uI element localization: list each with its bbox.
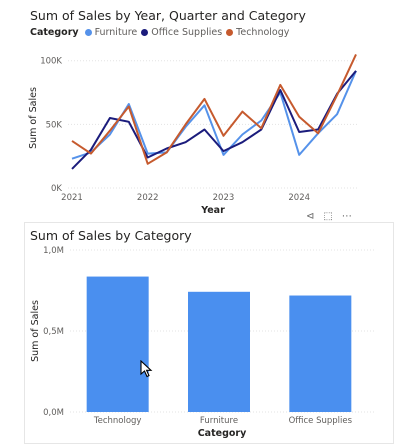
bar-technology bbox=[86, 276, 149, 412]
bar-office-supplies bbox=[289, 295, 352, 412]
x-tick-label: 2024 bbox=[288, 193, 310, 203]
x-tick-label: Furniture bbox=[200, 416, 238, 426]
focus-mode-icon[interactable]: ⬚ bbox=[323, 211, 333, 222]
y-tick-label: 0,5M bbox=[43, 327, 64, 337]
visual-header-toolbar: ⊲ ⬚ ⋯ bbox=[306, 212, 352, 222]
legend-label-technology: Technology bbox=[236, 27, 290, 38]
x-axis-label: Year bbox=[200, 205, 225, 216]
legend-item-furniture[interactable]: Furniture bbox=[84, 27, 138, 38]
legend-dot-office-supplies bbox=[141, 29, 149, 36]
line-chart-title: Sum of Sales by Year, Quarter and Catego… bbox=[30, 8, 306, 23]
x-tick-label: 2023 bbox=[213, 193, 235, 203]
legend-item-office-supplies[interactable]: Office Supplies bbox=[141, 27, 222, 38]
line-chart-legend: Category Furniture Office Supplies Techn… bbox=[30, 27, 293, 38]
y-tick-label: 0,0M bbox=[43, 408, 64, 418]
y-axis-label: Sum of Sales bbox=[28, 87, 39, 149]
line-chart-visual[interactable]: Sum of Sales by Year, Quarter and Catego… bbox=[0, 0, 400, 218]
y-tick-label: 0K bbox=[51, 184, 62, 194]
x-tick-label: 2022 bbox=[137, 193, 159, 203]
x-axis-label: Category bbox=[198, 428, 247, 439]
y-tick-label: 50K bbox=[46, 120, 63, 130]
x-tick-label: Technology bbox=[93, 416, 142, 426]
bar-furniture bbox=[188, 291, 250, 412]
line-series-furniture bbox=[71, 70, 357, 160]
filter-icon[interactable]: ⊲ bbox=[306, 211, 315, 222]
line-chart-plot: 0K 50K 100K Sum of Sales 2021 2022 2023 2024 Yea… bbox=[28, 53, 358, 216]
legend-dot-furniture bbox=[84, 29, 92, 36]
bar-chart-plot: 0,0M 0,5M 1,0M Sum of Sales Technology Furnit… bbox=[30, 246, 374, 439]
y-tick-label: 100K bbox=[40, 57, 62, 67]
x-tick-label: Office Supplies bbox=[289, 416, 353, 426]
y-axis-label: Sum of Sales bbox=[30, 300, 41, 362]
y-tick-label: 1,0M bbox=[43, 246, 64, 256]
line-series-office-supplies bbox=[71, 70, 357, 170]
legend-label-furniture: Furniture bbox=[94, 27, 138, 38]
legend-dot-technology bbox=[226, 29, 234, 36]
mouse-cursor-icon bbox=[140, 360, 153, 378]
more-options-icon[interactable]: ⋯ bbox=[341, 211, 352, 222]
line-series-technology bbox=[71, 53, 357, 165]
bar-chart-title: Sum of Sales by Category bbox=[30, 228, 192, 243]
legend-item-technology[interactable]: Technology bbox=[226, 27, 289, 38]
legend-label-office-supplies: Office Supplies bbox=[151, 27, 223, 38]
legend-title: Category bbox=[30, 27, 79, 38]
bar-chart-visual[interactable]: Sum of Sales by Category 0,0M 0,5M 1,0M Sum… bbox=[24, 222, 394, 444]
x-tick-label: 2021 bbox=[61, 193, 83, 203]
